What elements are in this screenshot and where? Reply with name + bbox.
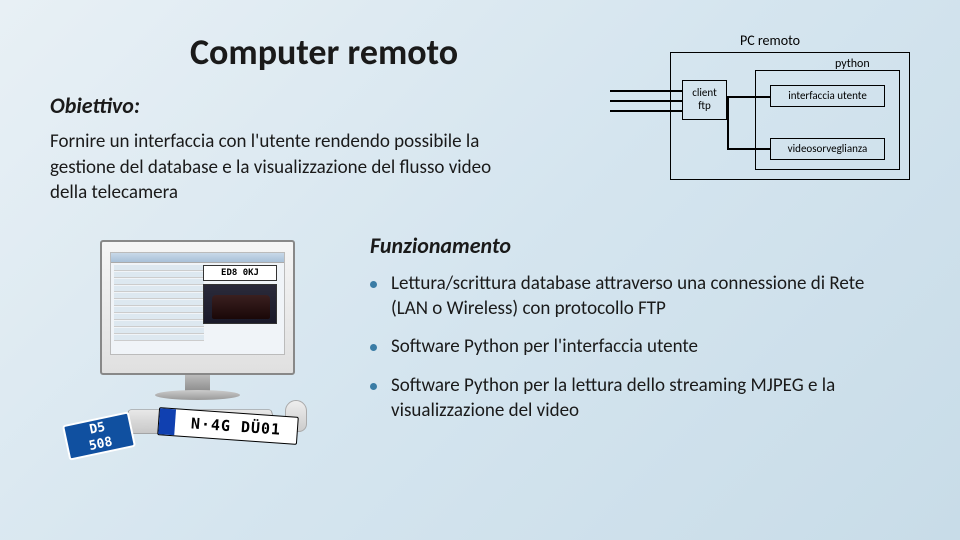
car-thumbnail — [203, 284, 277, 324]
connector — [727, 148, 770, 150]
computer-illustration: ED8 0KJ D5 508 N·4G DÜ01 — [70, 240, 330, 460]
bullet-dot-icon — [370, 281, 377, 288]
interfaccia-box: interfaccia utente — [770, 85, 885, 107]
arrow-line — [610, 90, 682, 92]
slide: Computer remoto Obiettivo: Fornire un in… — [0, 0, 960, 540]
monitor-base — [155, 390, 240, 400]
screen-preview: ED8 0KJ — [203, 265, 281, 324]
screen: ED8 0KJ — [110, 252, 285, 355]
license-plate-blue: D5 508 — [62, 411, 136, 460]
plate-readout: ED8 0KJ — [203, 265, 277, 281]
bullet-text: Lettura/scrittura database attraverso un… — [391, 272, 890, 321]
bullet-text: Software Python per l'interfaccia utente — [391, 335, 698, 360]
pc-remoto-diagram: PC remoto client ftp python interfaccia … — [610, 30, 915, 185]
monitor-icon: ED8 0KJ — [100, 240, 295, 375]
license-plate-white: N·4G DÜ01 — [157, 407, 299, 445]
screen-table — [114, 265, 204, 351]
client-ftp-box: client ftp — [682, 80, 727, 120]
videosorveglianza-box: videosorveglianza — [770, 138, 885, 160]
connector — [727, 96, 770, 98]
screen-toolbar — [111, 253, 284, 263]
bullet-list: Lettura/scrittura database attraverso un… — [370, 272, 890, 437]
bullet-text: Software Python per la lettura dello str… — [391, 374, 890, 423]
bullet-item: Lettura/scrittura database attraverso un… — [370, 272, 890, 321]
bullet-item: Software Python per l'interfaccia utente — [370, 335, 890, 360]
arrow-line — [610, 100, 682, 102]
bullet-dot-icon — [370, 383, 377, 390]
connector — [727, 96, 729, 149]
bullet-item: Software Python per la lettura dello str… — [370, 374, 890, 423]
python-label: python — [835, 57, 870, 71]
pc-label: PC remoto — [740, 32, 800, 49]
funzionamento-heading: Funzionamento — [370, 232, 511, 259]
eu-band — [158, 408, 176, 435]
objective-text: Fornire un interfaccia con l'utente rend… — [50, 129, 510, 206]
bullet-dot-icon — [370, 344, 377, 351]
arrow-line — [610, 110, 682, 112]
